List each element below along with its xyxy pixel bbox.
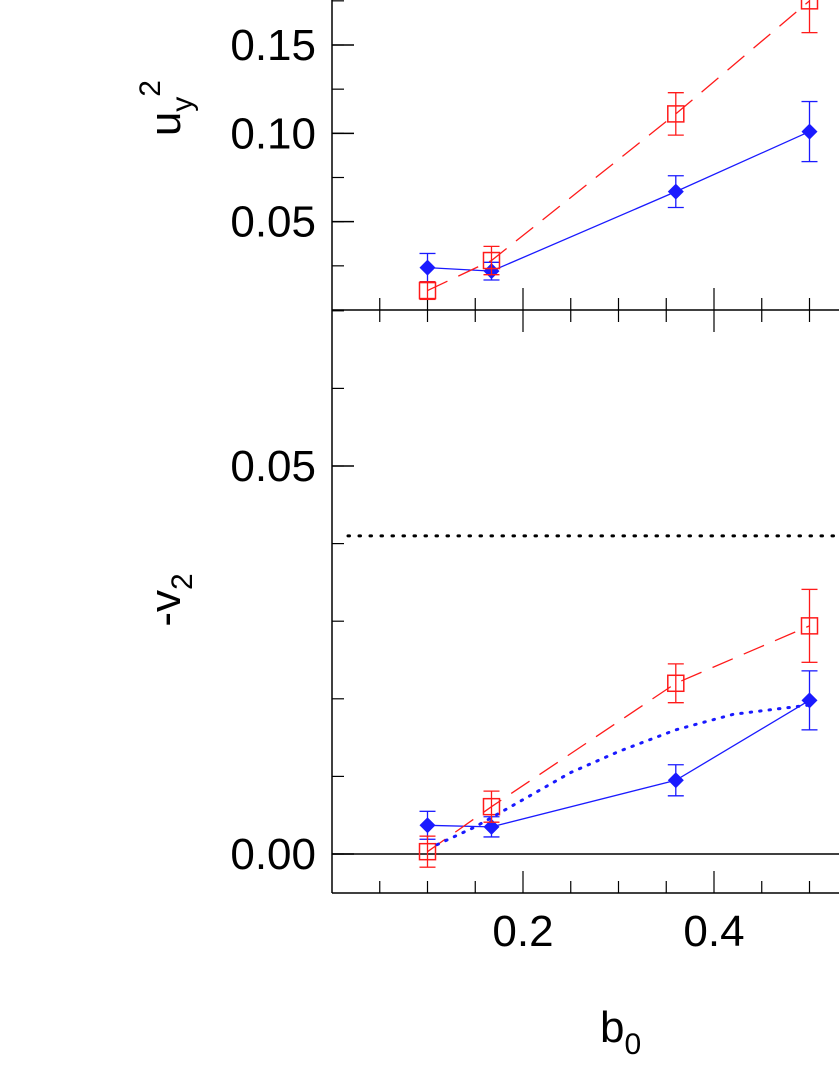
bottom-xlabel-base: b [600, 1003, 624, 1052]
top-series-0-point [801, 123, 818, 140]
top-panel: 0.05 0.10 0.15 [230, 0, 839, 332]
top-series-0-line [427, 130, 810, 272]
bottom-series-1-point [800, 617, 819, 635]
bottom-series-1-point [418, 842, 437, 861]
top-series-1-line [427, 0, 810, 292]
top-ylabel-sup: 2 [134, 80, 167, 97]
top-ylabel: uy2 [134, 80, 199, 136]
top-series-1-point [482, 251, 501, 270]
bottom-ylabel-sub: 2 [166, 573, 199, 590]
bottom-series-0-point [483, 818, 500, 835]
bottom-series-1-point [667, 674, 685, 693]
bottom-x-tick-label: 0.2 [492, 907, 553, 956]
top-series-1-point [667, 105, 685, 123]
bottom-y-tick-label: 0.00 [230, 830, 316, 879]
bottom-series-1-line [427, 625, 810, 853]
top-y-tick-label: 0.05 [230, 198, 316, 247]
top-series-1-point [418, 281, 437, 300]
bottom-series-0-point [801, 692, 818, 709]
bottom-panel: 0.00 0.05 0.2 0.4 [230, 310, 839, 956]
bottom-xlabel-sub: 0 [624, 1028, 641, 1061]
bottom-series-0-line [427, 699, 810, 828]
bottom-ylabel: -v2 [141, 573, 199, 626]
top-series-0-point [419, 259, 436, 276]
top-series-group [418, 0, 819, 301]
top-y-tick-label: 0.15 [230, 21, 316, 70]
bottom-series-1-point [482, 797, 501, 816]
top-ylabel-sub: y [166, 97, 199, 112]
bottom-series-0-point [667, 772, 684, 789]
bottom-series-group [418, 588, 819, 868]
bottom-x-tick-label: 0.4 [683, 907, 744, 956]
top-ylabel-base: u [141, 112, 190, 136]
bottom-series-2-line [435, 703, 811, 847]
bottom-ylabel-base: -v [141, 590, 190, 627]
axis-labels: uy2 -v2 b0 [134, 80, 641, 1061]
top-y-tick-label: 0.10 [230, 109, 316, 158]
top-series-0-point [667, 183, 684, 200]
bottom-xlabel: b0 [600, 1003, 641, 1061]
top-series-1-point [800, 0, 819, 10]
bottom-y-tick-label: 0.05 [230, 442, 316, 491]
bottom-series-0-point [419, 817, 436, 834]
